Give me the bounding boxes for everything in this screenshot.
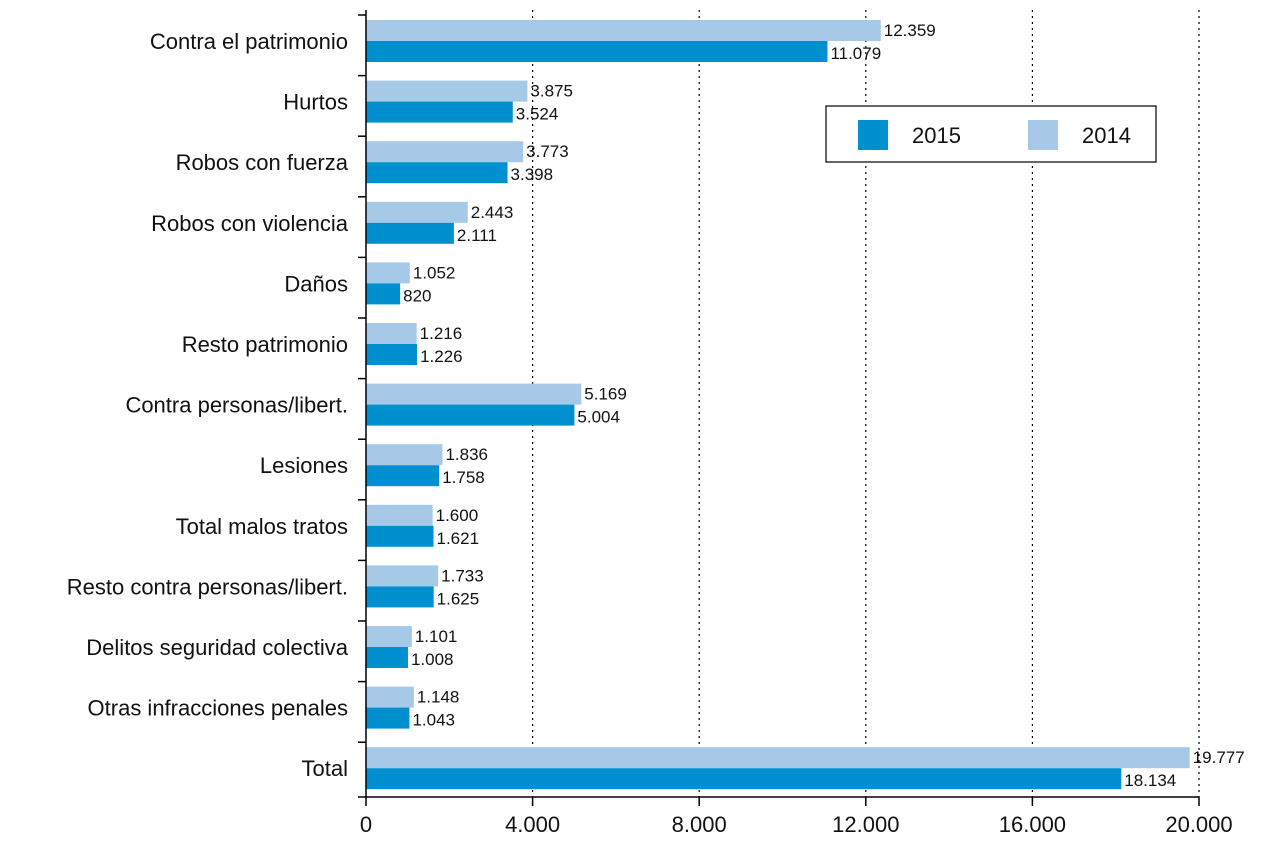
- data-label-2014-2: 3.773: [526, 142, 569, 161]
- bar-2014-10: [366, 626, 412, 647]
- bar-2014-3: [366, 201, 468, 223]
- bar-2015-9: [366, 586, 434, 608]
- bar-group: [366, 20, 1190, 790]
- bar-2015-1: [366, 101, 513, 123]
- bar-2014-1: [366, 80, 528, 102]
- category-label-8: Total malos tratos: [176, 514, 348, 539]
- category-label-10: Delitos seguridad colectiva: [86, 635, 348, 660]
- x-tick-label-1: 4.000: [505, 812, 560, 837]
- bar-2014-4: [366, 262, 410, 284]
- legend-label-2014: 2014: [1082, 123, 1131, 148]
- data-label-2014-3: 2.443: [471, 203, 514, 222]
- bar-2014-5: [366, 323, 417, 344]
- data-label-2015-4: 820: [403, 286, 431, 305]
- bar-2015-3: [366, 222, 454, 244]
- data-label-2015-9: 1.625: [437, 589, 480, 608]
- bar-2014-8: [366, 504, 433, 526]
- category-label-5: Resto patrimonio: [182, 332, 348, 357]
- bar-2014-2: [366, 141, 524, 163]
- data-label-2014-5: 1.216: [420, 324, 463, 343]
- bar-2015-5: [366, 344, 418, 365]
- data-label-2015-1: 3.524: [516, 105, 559, 124]
- category-label-9: Resto contra personas/libert.: [67, 574, 348, 599]
- bar-2015-11: [366, 707, 410, 729]
- data-label-2014-6: 5.169: [584, 385, 627, 404]
- data-label-2014-8: 1.600: [436, 506, 479, 525]
- data-label-2015-10: 1.008: [411, 650, 454, 669]
- legend-label-2015: 2015: [912, 123, 961, 148]
- bar-2014-11: [366, 686, 414, 708]
- bar-2015-2: [366, 162, 508, 184]
- data-label-2014-10: 1.101: [415, 627, 458, 646]
- bar-2015-12: [366, 768, 1122, 790]
- data-label-2015-12: 18.134: [1124, 771, 1176, 790]
- category-label-12: Total: [302, 756, 348, 781]
- data-label-2014-0: 12.359: [884, 21, 936, 40]
- category-label-7: Lesiones: [260, 453, 348, 478]
- data-label-2014-9: 1.733: [441, 566, 484, 585]
- data-label-2015-3: 2.111: [457, 226, 497, 245]
- data-label-2014-11: 1.148: [417, 688, 460, 707]
- category-label-0: Contra el patrimonio: [150, 29, 348, 54]
- data-label-2014-12: 19.777: [1193, 748, 1245, 767]
- category-label-4: Daños: [284, 271, 348, 296]
- bar-2015-0: [366, 41, 828, 62]
- data-label-2015-0: 11.079: [830, 44, 881, 63]
- bar-2015-10: [366, 647, 408, 668]
- bar-2014-9: [366, 565, 439, 587]
- data-label-2015-5: 1.226: [420, 347, 463, 366]
- legend-swatch-2015: [858, 120, 888, 150]
- bar-2014-12: [366, 747, 1190, 769]
- data-label-2015-8: 1.621: [437, 529, 480, 548]
- category-label-11: Otras infracciones penales: [88, 696, 348, 721]
- data-label-2015-11: 1.043: [412, 711, 455, 730]
- bar-2015-6: [366, 404, 575, 426]
- bar-2014-6: [366, 383, 582, 405]
- x-tick-label-4: 16.000: [999, 812, 1066, 837]
- x-tick-label-2: 8.000: [672, 812, 727, 837]
- legend-swatch-2014: [1028, 120, 1058, 150]
- bar-2015-8: [366, 525, 434, 547]
- data-label-2015-2: 3.398: [511, 165, 554, 184]
- bar-2015-7: [366, 465, 440, 487]
- bar-2014-0: [366, 20, 881, 41]
- x-tick-label-5: 20.000: [1165, 812, 1232, 837]
- data-label-2015-6: 5.004: [577, 408, 620, 427]
- axes: [358, 10, 1200, 806]
- grid-lines: [531, 10, 1200, 797]
- legend: 2015 2014: [825, 105, 1157, 163]
- category-label-3: Robos con violencia: [151, 211, 349, 236]
- category-label-1: Hurtos: [283, 90, 348, 115]
- data-label-2015-7: 1.758: [442, 468, 485, 487]
- data-label-2014-7: 1.836: [445, 445, 488, 464]
- category-label-6: Contra personas/libert.: [125, 393, 348, 418]
- category-label-2: Robos con fuerza: [176, 150, 349, 175]
- data-label-2014-1: 3.875: [530, 82, 573, 101]
- bar-2014-7: [366, 444, 443, 466]
- x-tick-label-0: 0: [360, 812, 372, 837]
- data-label-2014-4: 1.052: [413, 263, 456, 282]
- x-tick-label-3: 12.000: [832, 812, 899, 837]
- bar-2015-4: [366, 283, 401, 305]
